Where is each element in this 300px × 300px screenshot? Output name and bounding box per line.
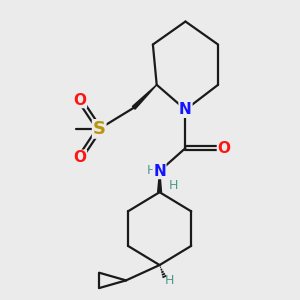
Text: H: H <box>146 164 156 177</box>
Polygon shape <box>158 171 161 192</box>
Text: H: H <box>164 274 174 287</box>
Text: O: O <box>74 93 86 108</box>
Polygon shape <box>132 85 157 109</box>
Text: O: O <box>74 150 86 165</box>
Text: H: H <box>168 179 178 192</box>
Text: N: N <box>179 102 192 117</box>
Text: O: O <box>217 141 230 156</box>
Text: N: N <box>153 164 166 178</box>
Text: S: S <box>93 120 106 138</box>
